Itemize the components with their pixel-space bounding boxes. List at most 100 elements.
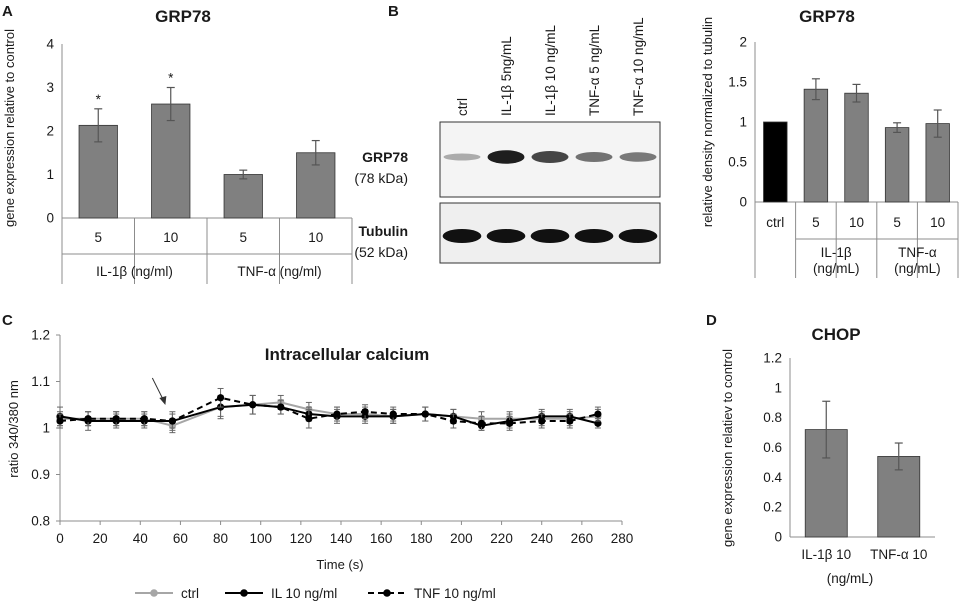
c-data-point (389, 410, 397, 418)
chart-b-ylabel: relative density normalized to tubulin (700, 17, 715, 227)
a-ytick-label: 3 (46, 80, 54, 95)
d-ytick-label: 1.2 (763, 351, 782, 366)
blot-grp78-band (531, 151, 569, 163)
chart-a-gene-expression-grp78: GRP78 gene expression relative to contro… (2, 7, 353, 284)
chart-b-relative-density-grp78: GRP78 relative density normalized to tub… (700, 7, 959, 278)
b-category-label: 5 (893, 215, 901, 230)
chart-d-ylabel: gene expression relatiev to control (720, 349, 735, 547)
c-data-point (277, 403, 285, 411)
a-ytick-label: 1 (46, 167, 54, 182)
c-xtick-label: 240 (530, 531, 553, 546)
blot-tubulin-kda: (52 kDa) (354, 244, 408, 260)
western-blot-panel: ctrl IL-1β 5ng/mL IL-1β 10 ng/mL TNF-α 5 ng… (354, 17, 661, 264)
c-legend-swatch-marker (240, 589, 248, 597)
a-category-label: 5 (239, 230, 247, 245)
c-ytick-label: 1 (42, 421, 50, 436)
panel-label-d: D (706, 312, 717, 329)
c-xtick-label: 140 (330, 531, 353, 546)
b-category-label: 10 (849, 215, 864, 230)
c-ytick-label: 1.2 (31, 328, 50, 343)
c-xtick-label: 220 (490, 531, 513, 546)
b-ytick-label: 1.5 (728, 75, 747, 90)
blot-grp78-band (487, 150, 525, 164)
a-ytick-label: 2 (46, 124, 54, 139)
c-xtick-label: 200 (450, 531, 473, 546)
b-category-label: 5 (812, 215, 820, 230)
chart-c-ylabel: ratio 340/380 nm (6, 380, 21, 478)
c-data-point (333, 410, 341, 418)
b-group-label: (ng/mL) (894, 261, 941, 276)
d-ytick-label: 0.2 (763, 500, 782, 515)
b-group-label: IL-1β (821, 245, 852, 260)
chart-b-title: GRP78 (799, 7, 855, 26)
chart-d-title: CHOP (811, 325, 860, 344)
c-xtick-label: 180 (410, 531, 433, 546)
c-xtick-label: 0 (56, 531, 64, 546)
c-data-point (566, 417, 574, 425)
blot-tubulin-band (574, 229, 614, 243)
b-group-label: (ng/mL) (813, 261, 860, 276)
c-ytick-label: 1.1 (31, 374, 50, 389)
blot-grp78-band (575, 152, 613, 162)
a-category-label: 10 (308, 230, 323, 245)
b-ytick-label: 0.5 (728, 155, 747, 170)
b-category-label: 10 (930, 215, 945, 230)
c-annotation-arrow-head (159, 396, 167, 405)
c-data-point (305, 415, 313, 423)
c-data-point (361, 408, 369, 416)
a-ytick-label: 4 (46, 37, 54, 52)
d-category-label: IL-1β 10 (801, 547, 851, 562)
c-xtick-label: 80 (213, 531, 228, 546)
c-series-0 (56, 394, 602, 434)
b-ytick-label: 1 (739, 115, 747, 130)
c-data-point (168, 417, 176, 425)
d-ytick-label: 0.4 (763, 470, 782, 485)
d-ytick-label: 0.6 (763, 440, 782, 455)
a-category-label: 10 (163, 230, 178, 245)
c-data-point (216, 394, 225, 402)
a-significance-marker: * (96, 92, 102, 107)
d-ytick-label: 1 (774, 380, 782, 395)
b-bar (844, 92, 869, 203)
c-legend-swatch-marker (150, 589, 158, 597)
chart-c-title: Intracellular calcium (265, 345, 429, 364)
chart-a-title: GRP78 (155, 7, 211, 26)
panel-label-c: C (2, 312, 13, 329)
c-series-line (60, 401, 598, 427)
c-xtick-label: 40 (133, 531, 148, 546)
c-data-point (421, 410, 429, 418)
c-data-point (538, 417, 546, 425)
c-xtick-label: 260 (571, 531, 594, 546)
c-data-point (249, 401, 257, 409)
c-series-line (59, 403, 599, 427)
c-data-point (449, 417, 457, 425)
b-bar (884, 127, 910, 203)
c-data-point (594, 410, 602, 418)
c-legend-label: IL 10 ng/ml (271, 586, 337, 601)
a-group-label: IL-1β (ng/ml) (96, 264, 173, 279)
blot-grp78-band (443, 153, 481, 161)
c-xtick-label: 60 (173, 531, 188, 546)
c-series-2 (56, 387, 602, 431)
blot-lane-label: TNF-α 5 ng/mL (587, 24, 602, 116)
c-data-point (56, 417, 64, 425)
c-data-point (477, 419, 486, 427)
chart-c-intracellular-calcium: Intracellular calcium ratio 340/380 nm T… (6, 328, 633, 602)
b-group-label: TNF-α (898, 245, 937, 260)
blot-lane-label: ctrl (455, 98, 470, 116)
chart-c-xlabel: Time (s) (316, 557, 363, 572)
c-xtick-label: 100 (249, 531, 272, 546)
b-bar (763, 121, 788, 203)
c-legend-swatch-marker (383, 589, 391, 597)
chart-d-xlabel: (ng/mL) (827, 571, 874, 586)
blot-tubulin-band (442, 229, 482, 243)
a-significance-marker: * (168, 71, 174, 86)
c-legend-label: TNF 10 ng/ml (414, 586, 496, 601)
c-ytick-label: 0.8 (31, 514, 50, 529)
c-data-point (140, 415, 148, 423)
b-bar (803, 88, 829, 203)
c-xtick-label: 20 (93, 531, 108, 546)
b-ytick-label: 2 (739, 35, 747, 50)
b-category-label: ctrl (766, 215, 784, 230)
